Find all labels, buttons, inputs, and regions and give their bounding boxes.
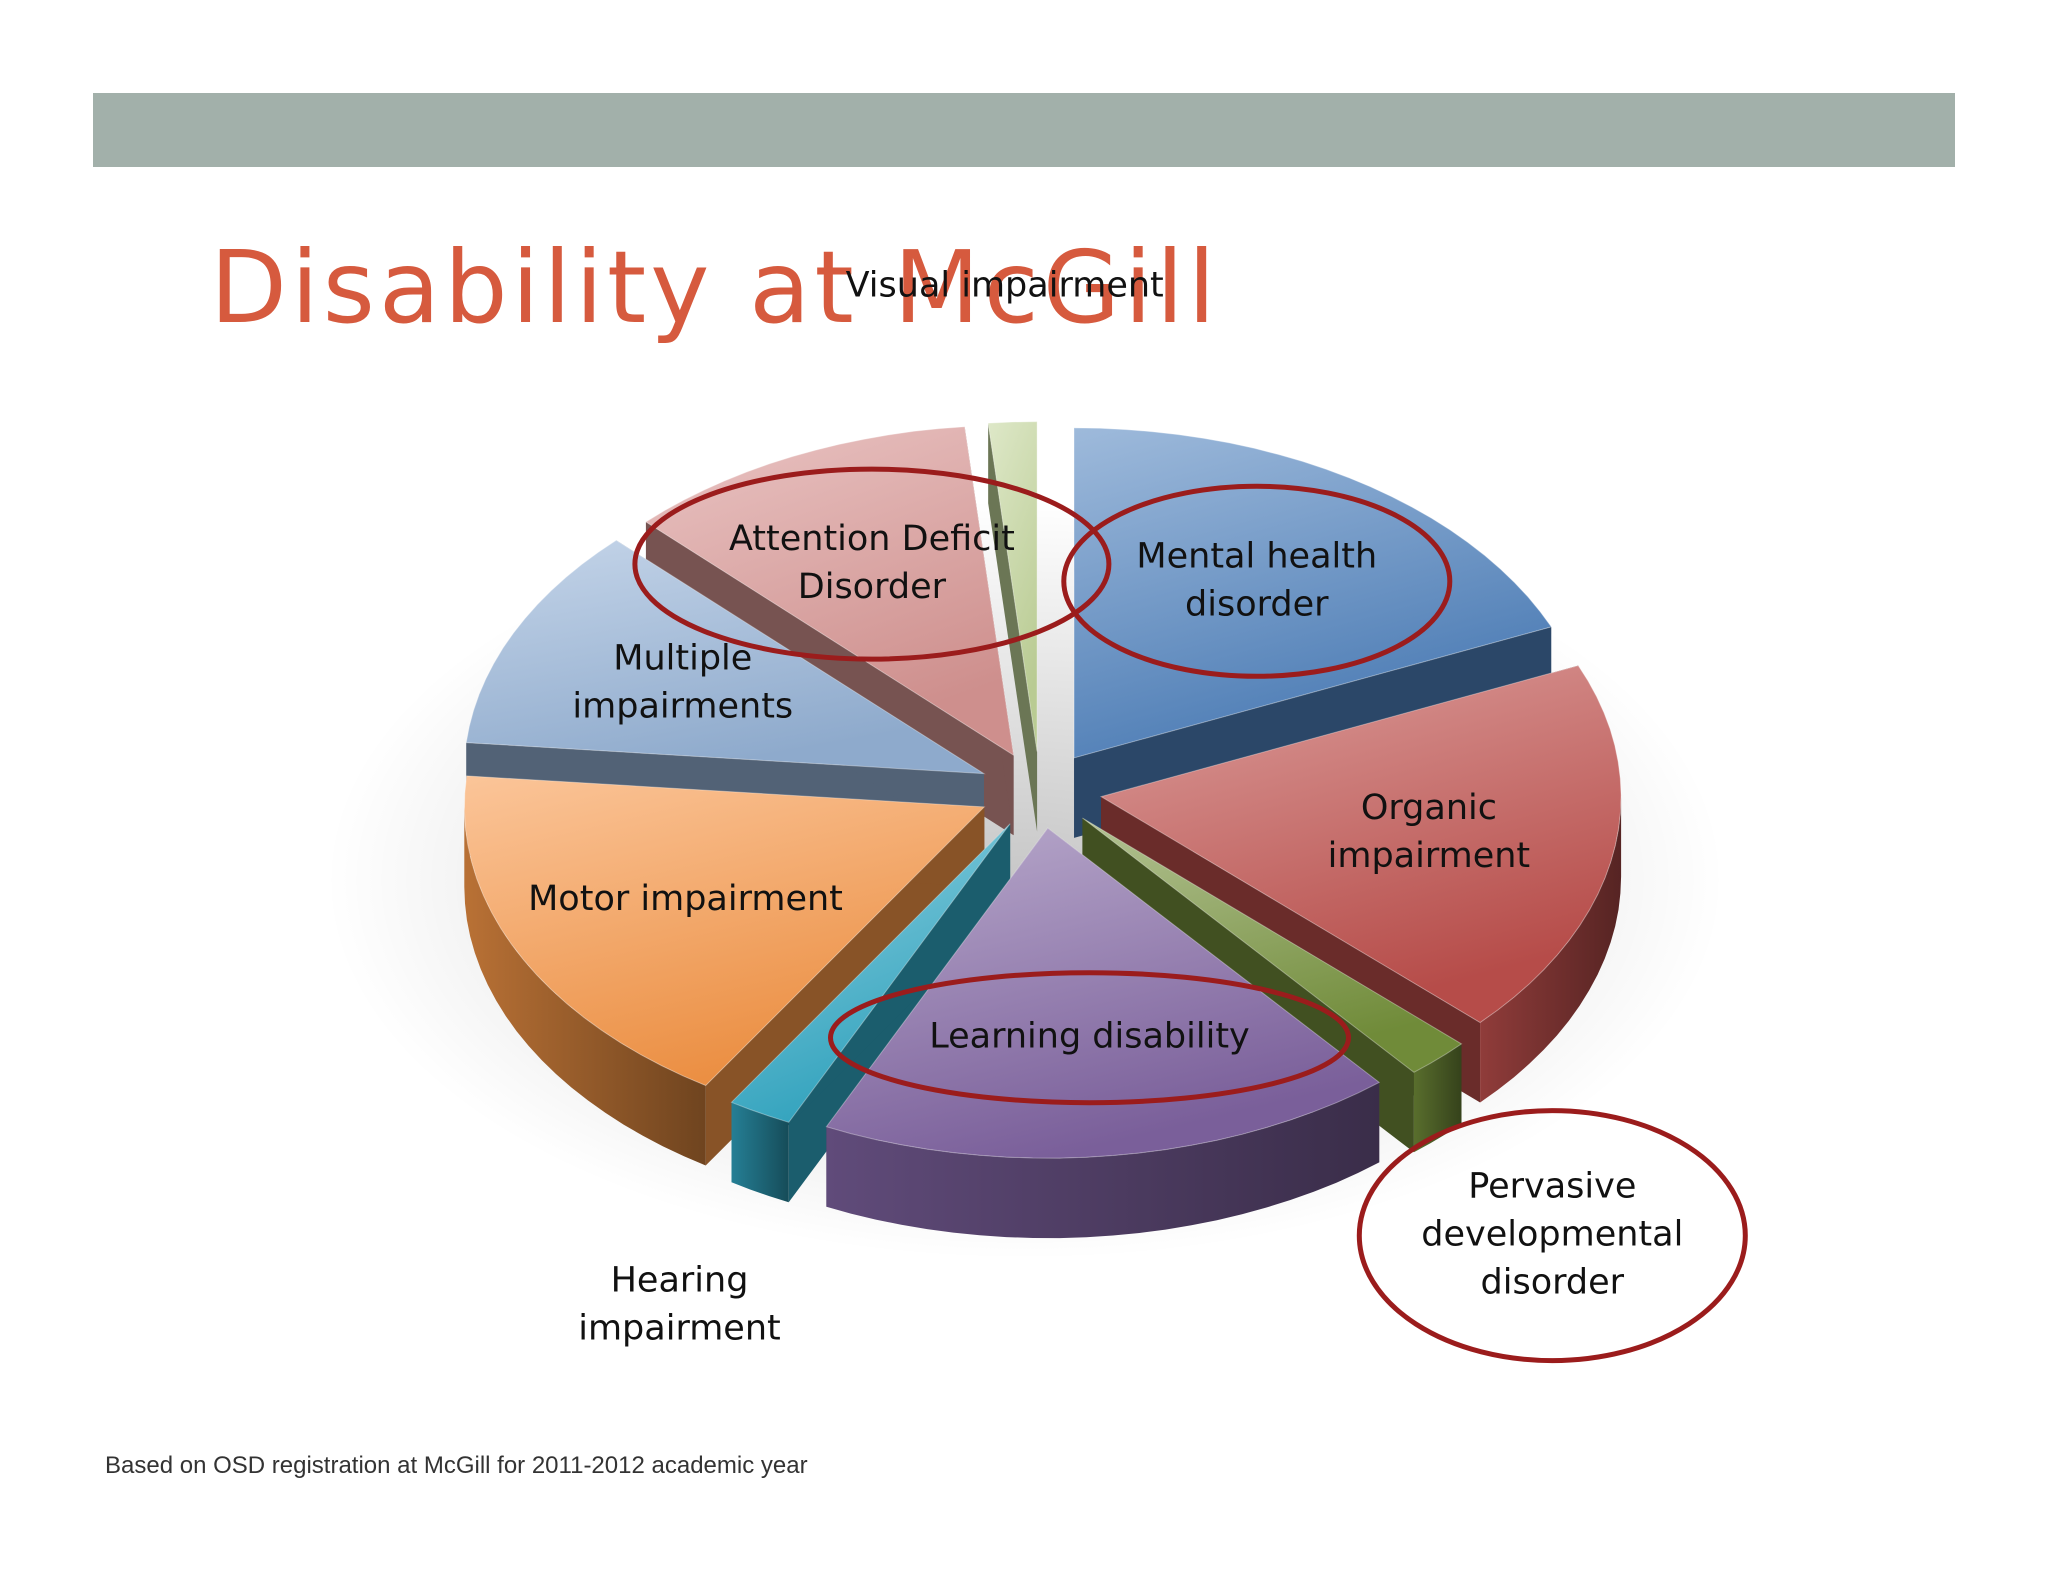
slice-top — [1099, 665, 1622, 1024]
slice-top — [987, 421, 1038, 752]
highlight-mental-health-disorder — [1061, 483, 1453, 679]
footnote: Based on OSD registration at McGill for … — [105, 1452, 808, 1479]
labels-layer: Mental health disorder Organic impairment Pe… — [528, 266, 1683, 1349]
label-motor-impairment: Motor impairment — [528, 879, 843, 919]
highlight-learning-disability — [828, 970, 1351, 1106]
label-pervasive-developmental-disorder: Pervasive developmental disorder — [1421, 1167, 1683, 1303]
slice-top — [465, 539, 986, 775]
slice-top — [730, 823, 1011, 1123]
slice-side — [1480, 796, 1622, 1103]
label-learning-disability: Learning disability — [929, 1017, 1250, 1057]
slide-title: Disability at McGill — [210, 229, 1220, 346]
slices-layer — [463, 421, 1622, 1239]
slice-top — [463, 775, 986, 1087]
label-organic-impairment: Organic impairment — [1328, 788, 1531, 876]
label-attention-deficit-disorder: Attention Deficit Disorder — [729, 519, 1015, 607]
highlight-pervasive-developmental-disorder — [1356, 1108, 1748, 1364]
slice-top — [1073, 427, 1553, 759]
label-multiple-impairments: Multiple impairments — [572, 639, 793, 727]
pie-slice-visual-impairment — [987, 421, 1038, 832]
slice-side — [826, 1082, 1380, 1239]
label-mental-health-disorder: Mental health disorder — [1136, 536, 1377, 624]
slice-side — [731, 1102, 789, 1203]
slice-top — [1082, 817, 1463, 1073]
slice-side — [1413, 1043, 1462, 1153]
highlight-attention-deficit-disorder — [632, 466, 1112, 662]
slice-top — [644, 426, 1015, 757]
highlights-layer — [632, 466, 1748, 1364]
label-hearing-impairment: Hearing impairment — [578, 1260, 781, 1348]
label-visual-impairment: Visual impairment — [846, 266, 1164, 306]
slice-wall — [988, 423, 1038, 832]
slice-top — [825, 827, 1381, 1159]
slice-side — [464, 806, 706, 1166]
header-bar — [93, 93, 1955, 167]
